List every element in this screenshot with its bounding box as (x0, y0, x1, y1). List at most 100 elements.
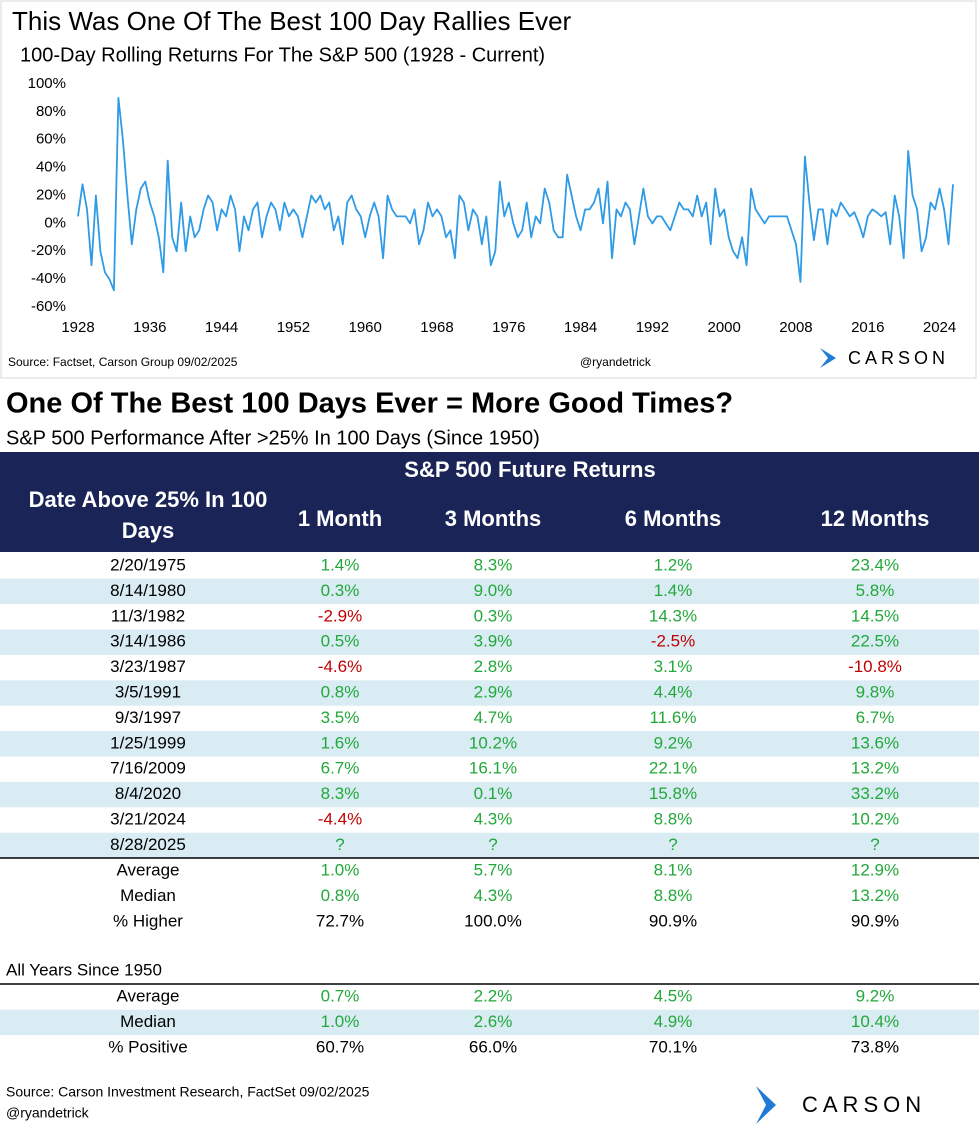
cell: 4.3% (474, 886, 513, 905)
cell: 8.3% (474, 555, 513, 574)
row-shade (0, 578, 979, 605)
cell: 9.2% (856, 986, 895, 1005)
row-label: % Positive (108, 1037, 187, 1056)
cell: 10.2% (469, 733, 517, 752)
cell: 0.7% (321, 986, 360, 1005)
y-tick-label: 80% (36, 103, 66, 120)
row-label: 3/5/1991 (115, 682, 181, 701)
series-line (77, 97, 954, 292)
row-label: 1/25/1999 (110, 733, 186, 752)
cell: 13.2% (851, 886, 899, 905)
cell: 3.9% (474, 632, 513, 651)
cell: 1.0% (321, 860, 360, 879)
y-tick-label: 100% (28, 75, 66, 92)
cell: 0.5% (321, 632, 360, 651)
table-body: 1 Month 3 Months 6 Months 12 Months 2/20/197… (0, 506, 979, 1056)
x-tick-label: 1952 (277, 319, 310, 336)
row-label: 7/16/2009 (110, 759, 186, 778)
cell: 13.6% (851, 733, 899, 752)
row-label: 3/14/1986 (110, 632, 186, 651)
chart-frame (0, 0, 977, 379)
logo-mark (820, 348, 836, 368)
y-tick-label: 60% (36, 131, 66, 148)
column-header: 3 Months (445, 506, 542, 531)
cell: 9.0% (474, 581, 513, 600)
section-label: All Years Since 1950 (6, 960, 162, 979)
cell: -4.6% (318, 657, 362, 676)
x-tick-label: 1992 (636, 319, 669, 336)
row-label: 2/20/1975 (110, 555, 186, 574)
cell: 90.9% (649, 911, 697, 930)
y-tick-label: -60% (31, 298, 66, 315)
table-title: One Of The Best 100 Days Ever = More Goo… (6, 388, 733, 420)
x-tick-label: 2000 (707, 319, 740, 336)
cell: 5.8% (856, 581, 895, 600)
cell: 12.9% (851, 860, 899, 879)
x-tick-label: 1944 (205, 319, 238, 336)
y-tick-label: 40% (36, 159, 66, 176)
row-shade (0, 832, 979, 859)
cell: 66.0% (469, 1037, 517, 1056)
logo-top: CARSON (820, 348, 945, 368)
cell: 8.1% (654, 860, 693, 879)
chart-handle: @ryandetrick (580, 355, 652, 369)
cell: ? (668, 835, 677, 854)
row-label: 9/3/1997 (115, 708, 181, 727)
cell: -10.8% (848, 657, 902, 676)
y-tick-label: -40% (31, 270, 66, 287)
cell: -2.9% (318, 606, 362, 625)
row-label: 8/4/2020 (115, 784, 181, 803)
cell: 1.4% (654, 581, 693, 600)
row-label: 8/28/2025 (110, 835, 186, 854)
cell: ? (488, 835, 497, 854)
cell: 2.9% (474, 682, 513, 701)
group-header: S&P 500 Future Returns (404, 457, 655, 482)
y-tick-label: 0% (44, 214, 66, 231)
row-label: 3/21/2024 (110, 809, 186, 828)
cell: 0.8% (321, 682, 360, 701)
cell: 15.8% (649, 784, 697, 803)
cell: 4.4% (654, 682, 693, 701)
cell: 4.3% (474, 809, 513, 828)
cell: 11.6% (650, 708, 697, 727)
table-subtitle: S&P 500 Performance After >25% In 100 Da… (6, 427, 540, 449)
row-shade (0, 731, 979, 757)
cell: 33.2% (851, 784, 899, 803)
column-header: 6 Months (625, 506, 722, 531)
row-label: Average (116, 986, 179, 1005)
row-label: 8/14/1980 (110, 581, 186, 600)
cell: 10.4% (851, 1012, 899, 1031)
cell: 23.4% (851, 555, 899, 574)
cell: 5.7% (474, 860, 513, 879)
row-label: 3/23/1987 (110, 657, 186, 676)
column-header: 1 Month (298, 506, 382, 531)
cell: ? (335, 835, 344, 854)
row-shade (0, 781, 979, 808)
cell: 8.8% (654, 809, 693, 828)
row-label: Average (116, 860, 179, 879)
cell: ? (870, 835, 879, 854)
x-tick-label: 1960 (349, 319, 382, 336)
date-header-box: Date Above 25% In 100 Days (28, 487, 268, 543)
cell: 14.5% (851, 606, 899, 625)
cell: 70.1% (649, 1037, 697, 1056)
cell: 9.2% (654, 733, 693, 752)
column-header: 12 Months (821, 506, 930, 531)
cell: 1.4% (321, 555, 360, 574)
cell: 60.7% (316, 1037, 364, 1056)
logo-text: CARSON (802, 1092, 926, 1117)
row-shade (0, 1009, 979, 1036)
cell: 6.7% (856, 708, 895, 727)
cell: 2.6% (474, 1012, 513, 1031)
y-tick-label: -20% (31, 242, 66, 259)
row-label: Median (120, 886, 176, 905)
table-handle: @ryandetrick (6, 1105, 90, 1121)
cell: 0.3% (321, 581, 360, 600)
x-tick-label: 2024 (923, 319, 956, 336)
x-tick-label: 1976 (492, 319, 525, 336)
x-tick-label: 1928 (61, 319, 94, 336)
cell: 2.8% (474, 657, 513, 676)
date-header: Date Above 25% In 100 Days (28, 487, 268, 543)
cell: 3.1% (654, 657, 693, 676)
